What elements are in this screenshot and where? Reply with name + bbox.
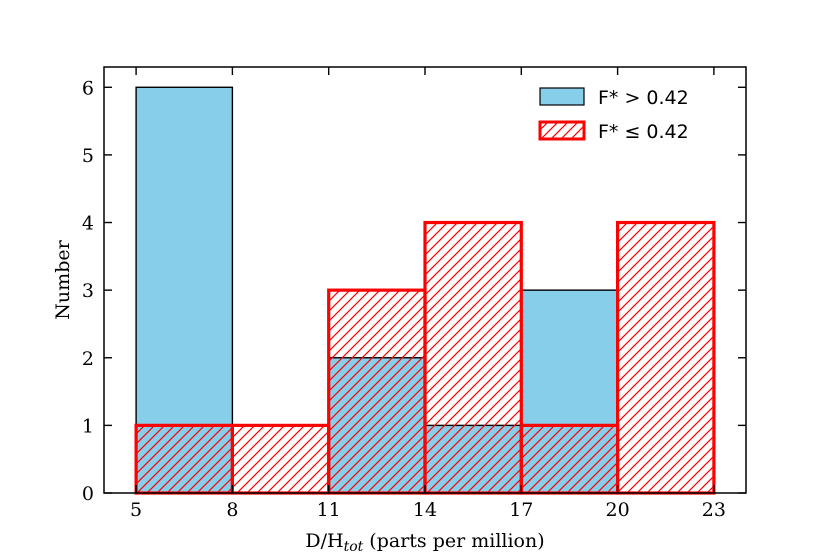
- y-axis-ticks: 0 1 2 3 4 5 6: [82, 77, 746, 505]
- x-tick-label-4: 17: [509, 499, 533, 521]
- bar-hatched-0: [134, 423, 235, 495]
- x-axis-label-rest: (parts per million): [363, 530, 544, 552]
- y-tick-label-0: 0: [82, 483, 94, 505]
- y-tick-label-4: 4: [82, 213, 94, 235]
- y-tick-label-6: 6: [82, 77, 94, 99]
- x-axis-label-sub: tot: [344, 539, 364, 554]
- bar-hatched-3: [423, 220, 523, 495]
- legend-label-hatched: F* ≤ 0.42: [598, 121, 689, 143]
- x-tick-label-1: 8: [226, 499, 238, 521]
- x-tick-label-3: 14: [413, 499, 437, 521]
- legend-swatch-hatched: [538, 120, 586, 141]
- bar-hatched-5: [615, 220, 716, 495]
- x-axis-ticks: 5 8 11 14 17 20 23: [130, 67, 726, 521]
- legend: F* > 0.42 F* ≤ 0.42: [538, 87, 689, 143]
- x-axis-label: D/Htot (parts per million): [305, 530, 544, 554]
- legend-label-filled: F* > 0.42: [598, 87, 689, 109]
- x-tick-label-6: 23: [702, 499, 726, 521]
- legend-swatch-filled: [539, 87, 585, 106]
- series-hatched-bars: [134, 220, 716, 495]
- x-tick-label-0: 5: [130, 499, 142, 521]
- y-tick-label-3: 3: [82, 280, 94, 302]
- bar-hatched-1: [230, 423, 331, 495]
- x-tick-label-2: 11: [317, 499, 341, 521]
- x-axis-label-main: D/H: [305, 530, 343, 552]
- y-axis-label: Number: [52, 239, 74, 319]
- bar-hatched-2: [327, 288, 427, 495]
- x-tick-label-5: 20: [606, 499, 630, 521]
- bar-hatched-4: [519, 423, 620, 495]
- y-tick-label-5: 5: [82, 145, 94, 167]
- y-tick-label-2: 2: [82, 348, 94, 370]
- y-tick-label-1: 1: [82, 415, 94, 437]
